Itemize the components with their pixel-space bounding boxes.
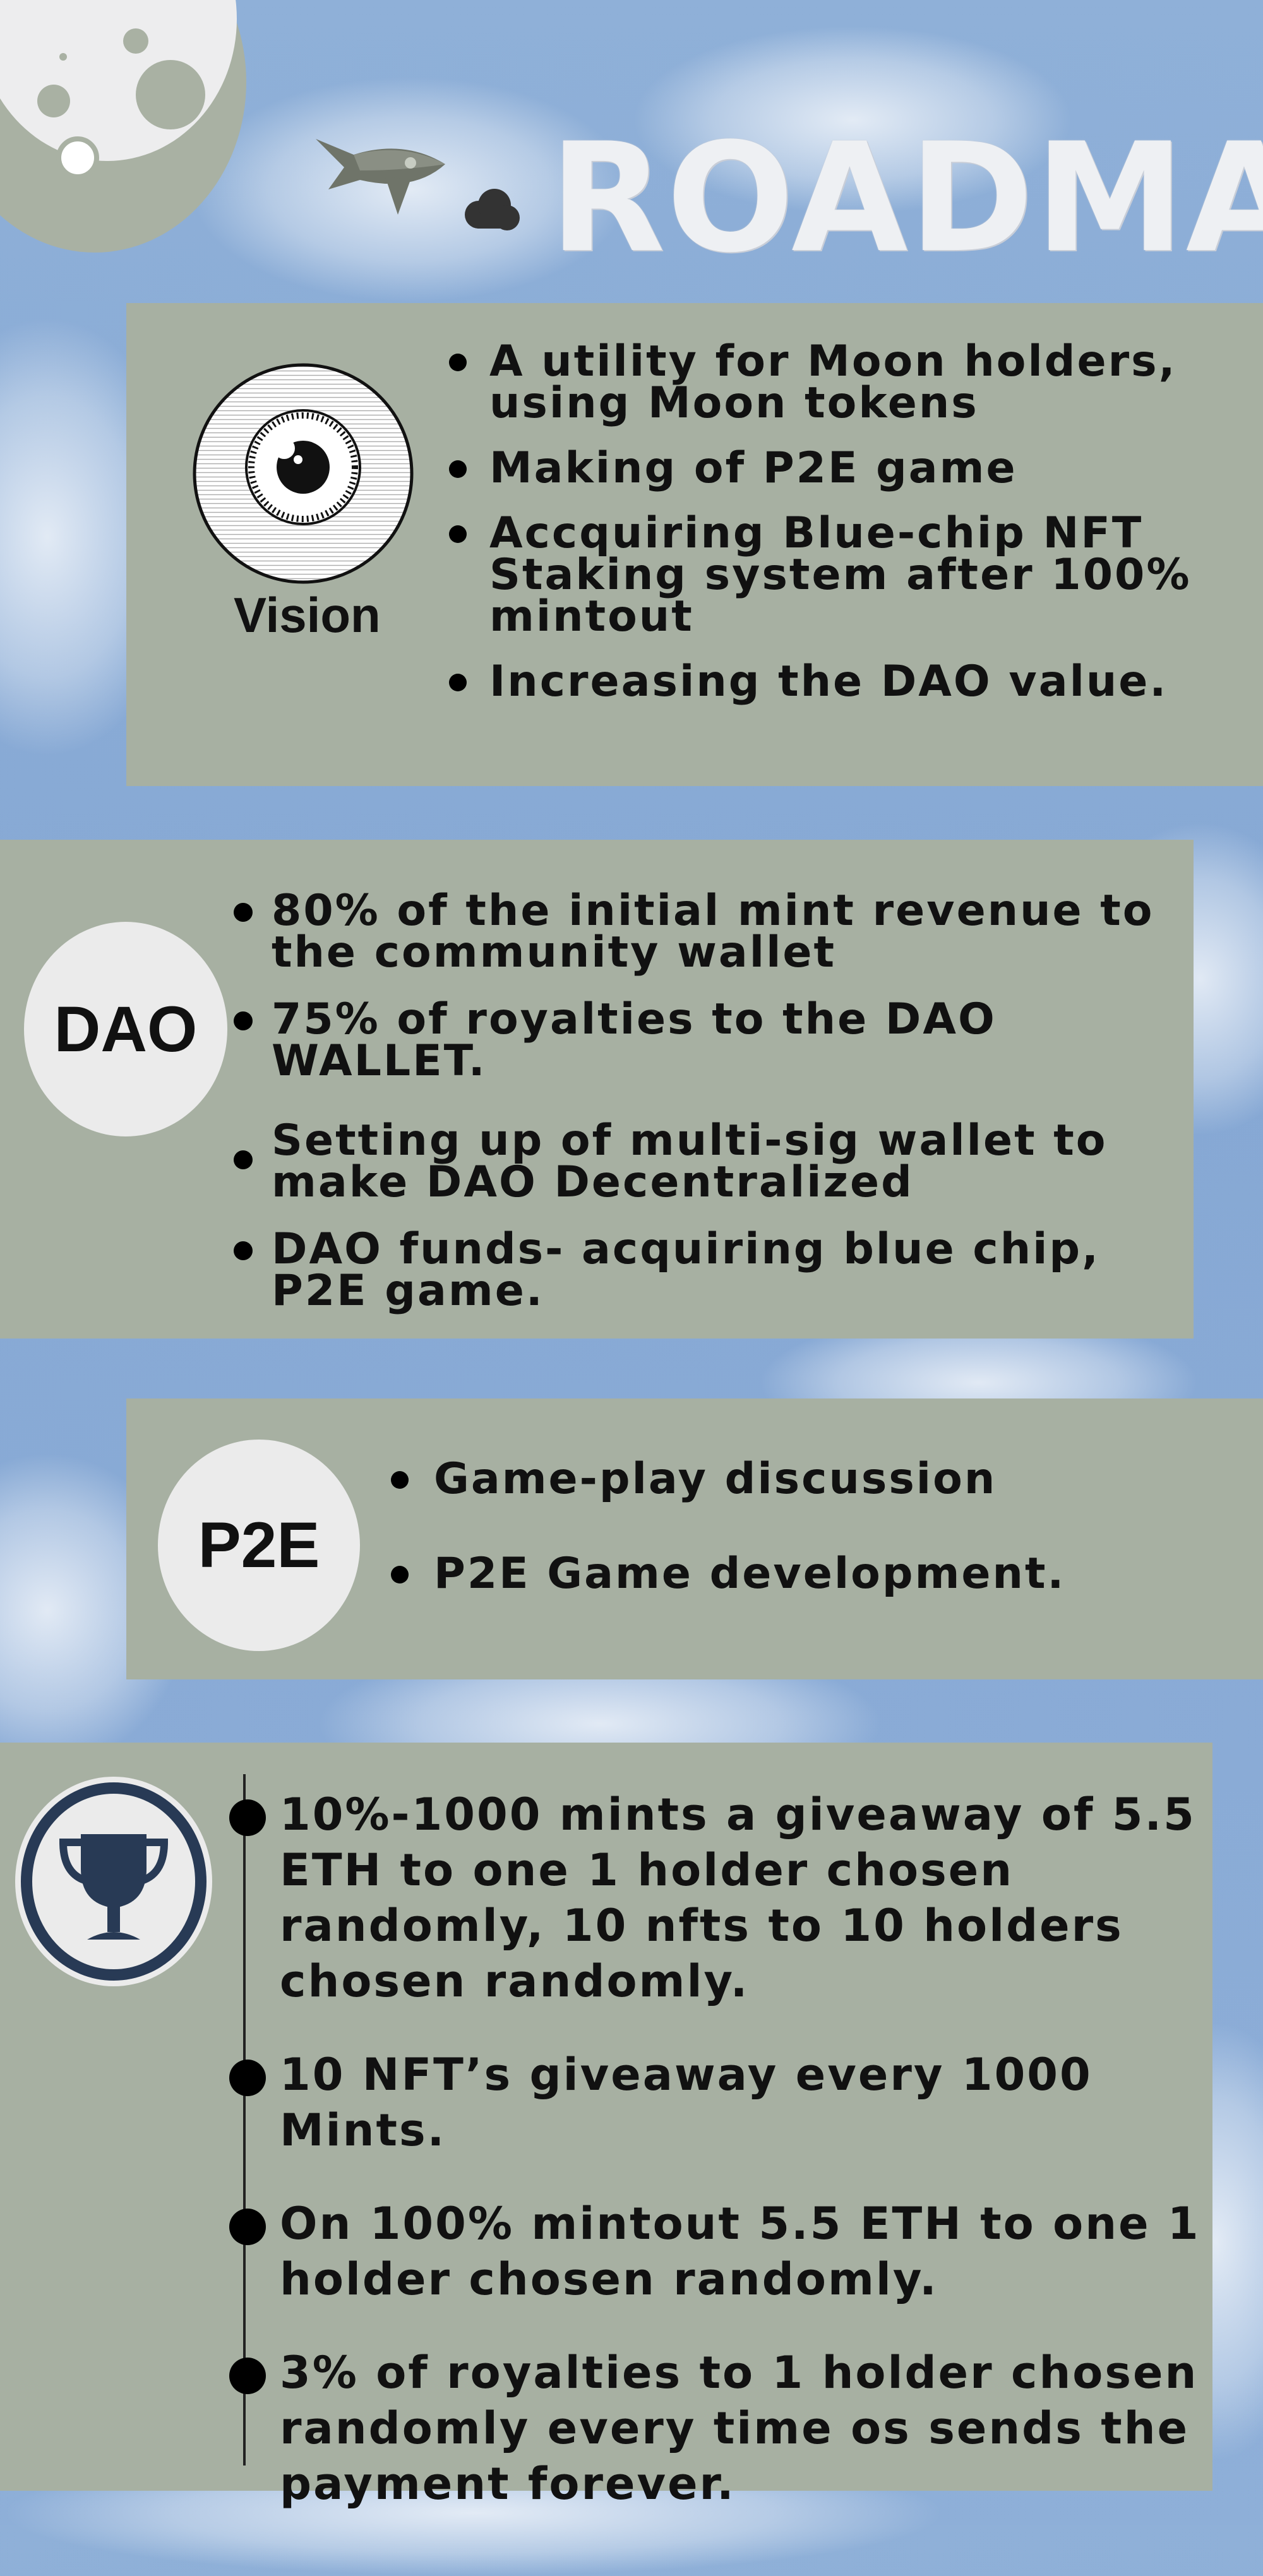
page-title: ROADMAP xyxy=(549,111,1263,286)
dao-badge: DAO xyxy=(24,922,227,1136)
list-item: Increasing the DAO value. xyxy=(449,660,1260,703)
cloud xyxy=(632,25,1074,215)
list-item: Making of P2E game xyxy=(449,447,1260,490)
dao-list: 80% of the initial mint revenue to the c… xyxy=(234,890,1168,1337)
list-item: 10 NFT’s giveaway every 1000 Mints. xyxy=(229,2047,1202,2158)
list-item: On 100% mintout 5.5 ETH to one 1 holder … xyxy=(229,2196,1202,2307)
list-item: P2E Game development. xyxy=(391,1553,1223,1595)
giveaway-list: 10%-1000 mints a giveaway of 5.5 ETH to … xyxy=(229,1787,1202,2549)
list-item: Accquiring Blue-chip NFT Staking system … xyxy=(449,512,1260,638)
eye-icon xyxy=(193,363,414,584)
smoke-cloud-icon xyxy=(465,189,520,230)
list-item: Setting up of multi-sig wallet to make D… xyxy=(234,1119,1168,1204)
list-item: 80% of the initial mint revenue to the c… xyxy=(234,890,1168,974)
vision-panel: Vision A utility for Moon holders, using… xyxy=(126,303,1263,786)
cloud xyxy=(189,76,632,303)
vision-label: Vision xyxy=(234,587,381,643)
vision-list: A utility for Moon holders, using Moon t… xyxy=(449,340,1260,726)
rocket-icon xyxy=(316,139,445,215)
p2e-badge: P2E xyxy=(158,1440,360,1651)
p2e-panel: P2E Game-play discussion P2E Game develo… xyxy=(126,1398,1263,1679)
list-item: A utility for Moon holders, using Moon t… xyxy=(449,340,1260,425)
dao-panel: DAO 80% of the initial mint revenue to t… xyxy=(0,840,1194,1339)
giveaway-panel: 10%-1000 mints a giveaway of 5.5 ETH to … xyxy=(0,1743,1212,2510)
timeline-line xyxy=(243,1774,246,2466)
moon-illustration xyxy=(0,0,246,253)
list-item: 3% of royalties to 1 holder chosen rando… xyxy=(229,2345,1202,2512)
p2e-list: Game-play discussion P2E Game developmen… xyxy=(391,1458,1223,1648)
list-item: 10%-1000 mints a giveaway of 5.5 ETH to … xyxy=(229,1787,1202,2009)
list-item: DAO funds- acquiring blue chip, P2E game… xyxy=(234,1228,1168,1313)
list-item: 75% of royalties to the DAO WALLET. xyxy=(234,998,1168,1083)
trophy-icon xyxy=(15,1777,212,1986)
list-item: Game-play discussion xyxy=(391,1458,1223,1501)
